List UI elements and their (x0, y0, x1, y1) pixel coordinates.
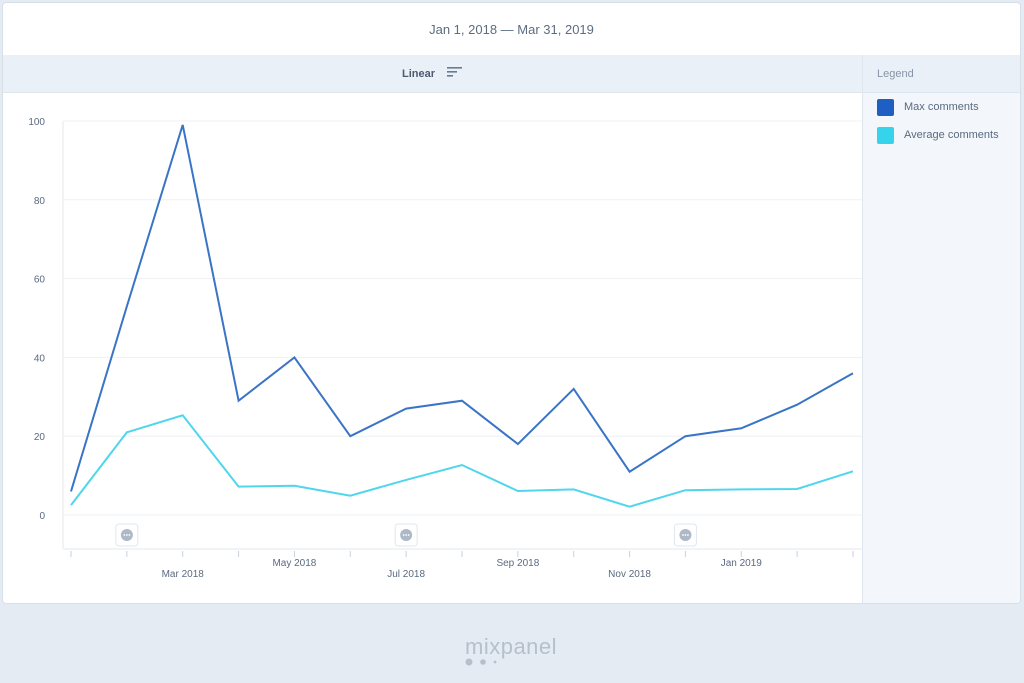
comment-icon-dot (402, 534, 405, 536)
comment-icon-dot (407, 534, 410, 536)
x-tick-label: Nov 2018 (608, 569, 651, 580)
annotation-marker[interactable] (673, 523, 697, 547)
y-tick-label: 100 (28, 117, 45, 128)
sort-lines-icon[interactable] (447, 66, 463, 81)
legend-title: Legend (863, 55, 1020, 93)
scale-selector[interactable]: Linear (401, 67, 435, 80)
y-tick-label: 20 (34, 432, 46, 443)
y-tick-label: 40 (34, 353, 46, 364)
comment-icon-dot (687, 534, 689, 536)
series-line-max-comments (70, 124, 854, 492)
brand-dots-icon (465, 658, 497, 666)
x-tick-label: May 2018 (272, 558, 316, 569)
comment-icon-dot (128, 534, 131, 536)
series-line-average-comments (70, 414, 854, 508)
legend-item[interactable]: Max comments (863, 93, 1020, 121)
x-tick-label: Sep 2018 (496, 558, 539, 569)
comment-icon-dot (682, 534, 684, 536)
legend-label: Average comments (904, 129, 999, 141)
date-range-label: Jan 1, 2018 — Mar 31, 2019 (429, 21, 594, 37)
legend-label: Max comments (904, 101, 979, 113)
mixpanel-logo: mixpanel (463, 634, 583, 674)
report-card: Jan 1, 2018 — Mar 31, 2019 Linear 0 20 40 6… (2, 2, 1021, 604)
y-tick-label: 0 (39, 511, 45, 522)
x-tick-label: Mar 2018 (162, 569, 205, 580)
annotation-marker[interactable] (394, 523, 418, 547)
legend-list: Max comments Average comments (863, 93, 1020, 149)
legend-swatch (877, 126, 894, 144)
comment-icon-dot (125, 534, 128, 536)
comment-icon-dot (123, 534, 126, 536)
x-tick-label: Jul 2018 (387, 569, 425, 580)
comment-icon-dot (405, 534, 408, 536)
brand-name: mixpanel (465, 634, 558, 659)
legend-swatch (877, 98, 894, 116)
legend-panel: Legend Max comments Average comments (862, 55, 1020, 603)
line-chart: 0 20 40 60 80 100 Mar 2018 May 2018 Jul 2018 Sep … (28, 117, 862, 580)
comment-icon-dot (684, 534, 687, 536)
chart-toolbar: Linear (3, 55, 862, 93)
y-tick-label: 60 (34, 275, 46, 286)
x-tick-label: Jan 2019 (721, 558, 763, 569)
annotation-marker[interactable] (115, 523, 139, 547)
y-tick-label: 80 (34, 196, 46, 207)
legend-item[interactable]: Average comments (863, 121, 1020, 149)
